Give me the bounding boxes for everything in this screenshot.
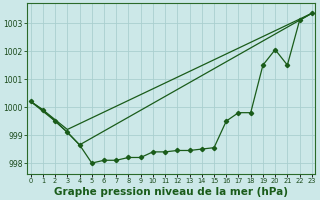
X-axis label: Graphe pression niveau de la mer (hPa): Graphe pression niveau de la mer (hPa) (54, 187, 288, 197)
